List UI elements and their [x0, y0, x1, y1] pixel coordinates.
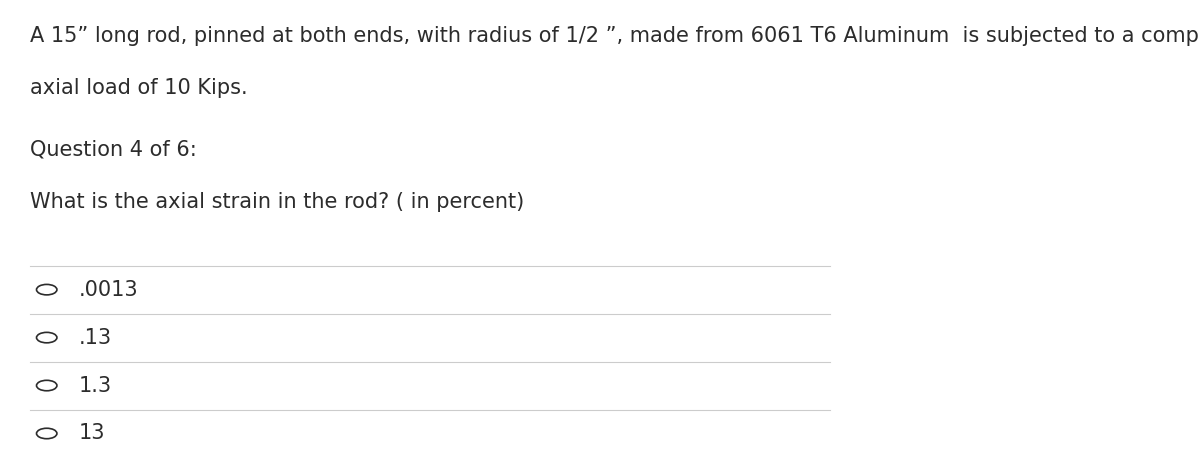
Text: What is the axial strain in the rod? ( in percent): What is the axial strain in the rod? ( i…: [30, 192, 524, 211]
Text: Question 4 of 6:: Question 4 of 6:: [30, 139, 197, 159]
Text: 1.3: 1.3: [79, 375, 112, 396]
Text: axial load of 10 Kips.: axial load of 10 Kips.: [30, 78, 247, 98]
Text: 13: 13: [79, 423, 106, 444]
Text: A 15” long rod, pinned at both ends, with radius of 1/2 ”, made from 6061 T6 Alu: A 15” long rod, pinned at both ends, wit…: [30, 26, 1200, 46]
Text: .13: .13: [79, 328, 112, 348]
Text: .0013: .0013: [79, 280, 139, 299]
